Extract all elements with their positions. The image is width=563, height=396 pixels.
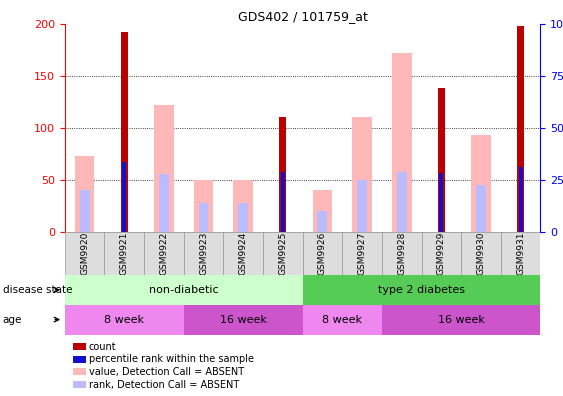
Text: GSM9925: GSM9925 xyxy=(278,232,287,275)
Text: 8 week: 8 week xyxy=(104,315,144,325)
Text: GSM9927: GSM9927 xyxy=(358,232,367,275)
Bar xyxy=(439,173,443,232)
Text: GSM9920: GSM9920 xyxy=(80,232,89,275)
Bar xyxy=(281,172,285,232)
Bar xyxy=(342,232,382,275)
Bar xyxy=(392,53,412,232)
Bar xyxy=(73,343,86,350)
Text: GSM9921: GSM9921 xyxy=(120,232,129,275)
Text: rank, Detection Call = ABSENT: rank, Detection Call = ABSENT xyxy=(89,379,239,390)
Bar xyxy=(461,232,501,275)
Bar xyxy=(357,180,367,232)
Bar xyxy=(352,117,372,232)
Bar xyxy=(73,381,86,388)
Text: 8 week: 8 week xyxy=(322,315,362,325)
Bar xyxy=(104,232,144,275)
Text: type 2 diabetes: type 2 diabetes xyxy=(378,285,465,295)
Bar xyxy=(519,167,522,232)
Text: 16 week: 16 week xyxy=(220,315,267,325)
Bar xyxy=(238,202,248,232)
Text: GSM9930: GSM9930 xyxy=(476,232,485,275)
Bar xyxy=(73,356,86,363)
Bar xyxy=(471,135,491,232)
Text: GSM9928: GSM9928 xyxy=(397,232,406,275)
Text: GSM9922: GSM9922 xyxy=(159,232,168,275)
Bar xyxy=(65,232,104,275)
Bar xyxy=(184,305,303,335)
Bar xyxy=(199,202,208,232)
Bar xyxy=(65,275,303,305)
Bar xyxy=(73,368,86,375)
Bar xyxy=(312,190,332,232)
Bar xyxy=(120,32,128,232)
Text: GSM9931: GSM9931 xyxy=(516,232,525,275)
Bar xyxy=(501,232,540,275)
Title: GDS402 / 101759_at: GDS402 / 101759_at xyxy=(238,10,368,23)
Bar xyxy=(382,232,422,275)
Text: non-diabetic: non-diabetic xyxy=(149,285,218,295)
Bar xyxy=(303,275,540,305)
Text: GSM9923: GSM9923 xyxy=(199,232,208,275)
Bar xyxy=(279,117,287,232)
Text: value, Detection Call = ABSENT: value, Detection Call = ABSENT xyxy=(89,367,244,377)
Bar xyxy=(65,305,184,335)
Bar xyxy=(184,232,224,275)
Bar xyxy=(303,232,342,275)
Bar xyxy=(318,211,328,232)
Bar xyxy=(422,232,461,275)
Text: GSM9926: GSM9926 xyxy=(318,232,327,275)
Bar xyxy=(154,105,174,232)
Bar xyxy=(224,232,263,275)
Bar xyxy=(303,305,382,335)
Bar xyxy=(476,185,486,232)
Bar xyxy=(233,180,253,232)
Text: count: count xyxy=(89,341,117,352)
Text: percentile rank within the sample: percentile rank within the sample xyxy=(89,354,254,364)
Bar xyxy=(517,26,524,232)
Bar xyxy=(75,156,95,232)
Text: GSM9929: GSM9929 xyxy=(437,232,446,275)
Text: age: age xyxy=(3,314,22,325)
Bar xyxy=(159,175,169,232)
Text: disease state: disease state xyxy=(3,285,72,295)
Bar xyxy=(144,232,184,275)
Bar xyxy=(122,162,126,232)
Bar xyxy=(438,88,445,232)
Bar xyxy=(194,180,213,232)
Text: 16 week: 16 week xyxy=(438,315,485,325)
Bar xyxy=(263,232,303,275)
Text: GSM9924: GSM9924 xyxy=(239,232,248,275)
Bar xyxy=(79,190,90,232)
Bar xyxy=(397,172,406,232)
Bar xyxy=(382,305,540,335)
